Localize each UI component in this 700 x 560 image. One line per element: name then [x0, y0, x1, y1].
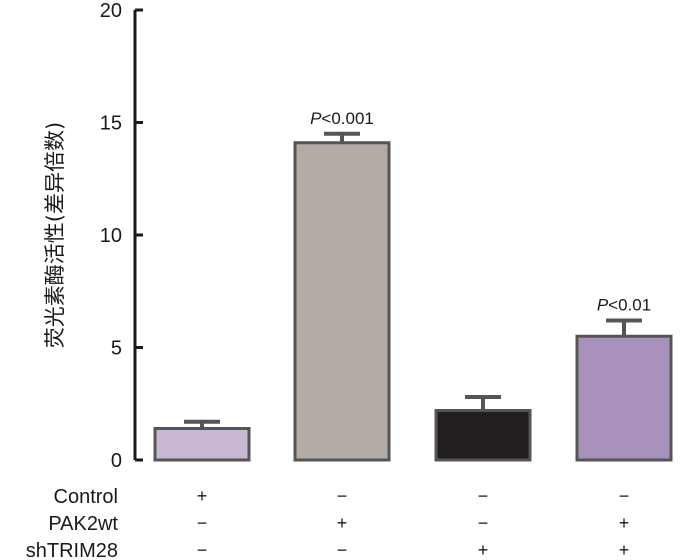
condition-mark: −: [478, 486, 489, 506]
condition-label: Control: [54, 486, 118, 508]
y-axis: 0 5 10 15 20: [100, 0, 143, 472]
bars: [153, 131, 673, 462]
annotations: P<0.001 P<0.01: [310, 109, 651, 315]
condition-mark: −: [197, 540, 208, 560]
condition-mark: +: [478, 540, 489, 560]
condition-mark: −: [337, 486, 348, 506]
condition-mark: −: [478, 513, 489, 533]
p-value-annotation: P<0.01: [597, 296, 651, 315]
y-axis-label: 荧光素酶活性(差异倍数): [43, 122, 67, 348]
y-tick-label: 5: [111, 338, 122, 360]
y-tick-label: 20: [100, 0, 122, 22]
condition-mark: +: [619, 513, 630, 533]
y-tick-label: 0: [111, 450, 122, 472]
condition-mark: +: [197, 486, 208, 506]
p-value-annotation: P<0.001: [310, 109, 374, 128]
bar: [153, 427, 251, 462]
y-tick-label: 15: [100, 113, 122, 135]
condition-label: PAK2wt: [48, 513, 118, 535]
bar: [575, 334, 673, 462]
y-tick-label: 10: [100, 225, 122, 247]
condition-mark: −: [197, 513, 208, 533]
condition-mark: −: [619, 486, 630, 506]
condition-mark: +: [337, 513, 348, 533]
bar: [434, 409, 532, 462]
bar: [293, 141, 391, 462]
condition-table: Control + − − − PAK2wt − + − + shTRIM28 − − + +: [26, 486, 630, 560]
condition-label: shTRIM28: [26, 540, 118, 560]
condition-mark: +: [619, 540, 630, 560]
condition-mark: −: [337, 540, 348, 560]
